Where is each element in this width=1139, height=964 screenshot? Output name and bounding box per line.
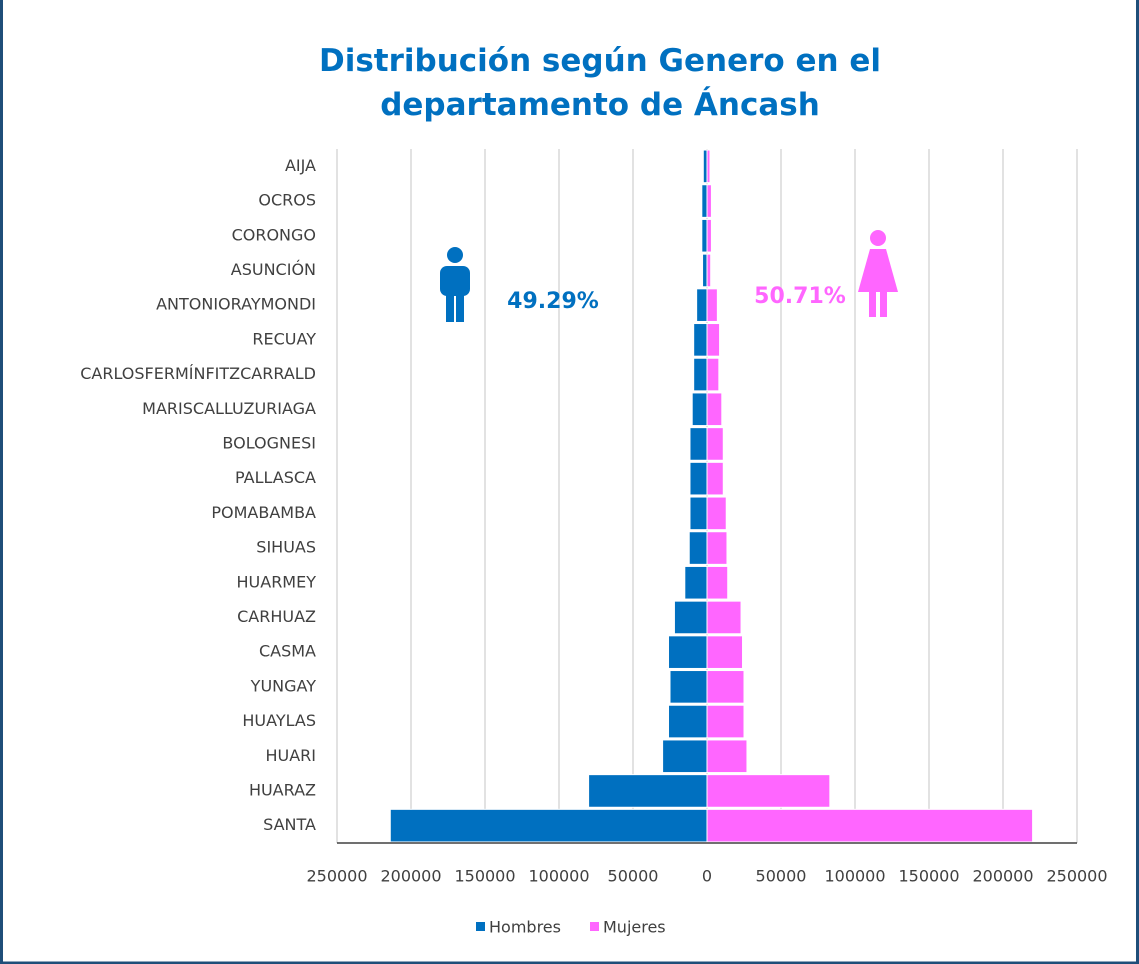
bar — [706, 392, 723, 427]
bar — [706, 565, 729, 600]
y-tick-label: BOLOGNESI — [222, 433, 316, 452]
bar — [706, 149, 711, 184]
bar — [688, 531, 708, 565]
bar — [696, 288, 708, 322]
y-tick-label: RECUAY — [252, 329, 316, 348]
bar — [706, 288, 718, 322]
bar — [706, 253, 712, 288]
x-tick-label: 250000 — [1046, 867, 1107, 886]
bar — [706, 600, 742, 635]
x-tick-label: 200000 — [972, 867, 1033, 886]
bar — [389, 808, 708, 843]
bar — [706, 496, 727, 531]
bar — [684, 565, 708, 600]
annotation: 49.29% — [507, 289, 599, 314]
bar — [673, 600, 708, 635]
x-tick-label: 150000 — [454, 867, 515, 886]
y-tick-label: PALLASCA — [235, 468, 316, 487]
bar — [706, 357, 720, 392]
x-tick-label: 150000 — [898, 867, 959, 886]
bar — [706, 670, 745, 704]
bar — [706, 739, 748, 774]
x-tick-label: 50000 — [756, 867, 807, 886]
x-tick-label: 100000 — [528, 867, 589, 886]
bar — [706, 531, 728, 565]
bar — [706, 461, 724, 496]
bar — [689, 461, 708, 496]
bar — [706, 323, 721, 357]
bar — [669, 670, 708, 704]
y-tick-label: CORONGO — [232, 225, 316, 244]
bar — [668, 635, 708, 669]
y-tick-label: SIHUAS — [256, 538, 316, 557]
bar — [706, 218, 712, 253]
bar — [706, 774, 831, 808]
y-tick-label: OCROS — [258, 191, 316, 210]
bar — [691, 392, 708, 427]
y-tick-label: MARISCALLUZURIAGA — [142, 399, 316, 418]
y-tick-label: HUARMEY — [237, 572, 317, 591]
x-tick-label: 100000 — [824, 867, 885, 886]
bar — [693, 323, 708, 357]
bar — [706, 184, 712, 218]
y-tick-label: ASUNCIÓN — [231, 260, 316, 279]
y-tick-label: HUARI — [265, 746, 316, 765]
legend-swatch — [476, 922, 485, 931]
y-tick-label: AIJA — [285, 156, 316, 175]
y-tick-label: POMABAMBA — [211, 503, 316, 522]
x-tick-label: 200000 — [380, 867, 441, 886]
bar — [706, 427, 724, 461]
bar — [702, 149, 708, 184]
annotation: 50.71% — [754, 284, 846, 309]
y-tick-label: CARLOSFERMÍNFITZCARRALD — [80, 364, 316, 383]
bar — [706, 808, 1034, 843]
y-tick-label: CASMA — [259, 642, 316, 661]
x-tick-label: 0 — [702, 867, 712, 886]
legend-swatch — [590, 922, 599, 931]
x-tick-label: 50000 — [608, 867, 659, 886]
bar — [689, 496, 708, 531]
bar — [701, 218, 708, 253]
bar — [702, 253, 708, 288]
bar — [668, 704, 708, 739]
y-tick-label: SANTA — [263, 815, 316, 834]
bar — [662, 739, 708, 774]
y-tick-label: CARHUAZ — [237, 607, 316, 626]
bar — [706, 635, 744, 669]
bar — [706, 704, 745, 739]
legend-label: Mujeres — [603, 918, 666, 937]
y-tick-label: HUAYLAS — [242, 711, 316, 730]
bar — [588, 774, 708, 808]
female-icon — [858, 230, 898, 317]
y-tick-label: ANTONIORAYMONDI — [156, 295, 316, 314]
x-tick-label: 250000 — [306, 867, 367, 886]
bar — [701, 184, 708, 218]
y-tick-label: YUNGAY — [250, 676, 317, 695]
chart-title: Distribución según Genero en el departame… — [319, 43, 881, 123]
y-tick-label: HUARAZ — [249, 780, 316, 799]
legend-label: Hombres — [489, 918, 561, 937]
male-icon — [440, 247, 470, 322]
bar — [689, 427, 708, 461]
bar — [693, 357, 708, 392]
